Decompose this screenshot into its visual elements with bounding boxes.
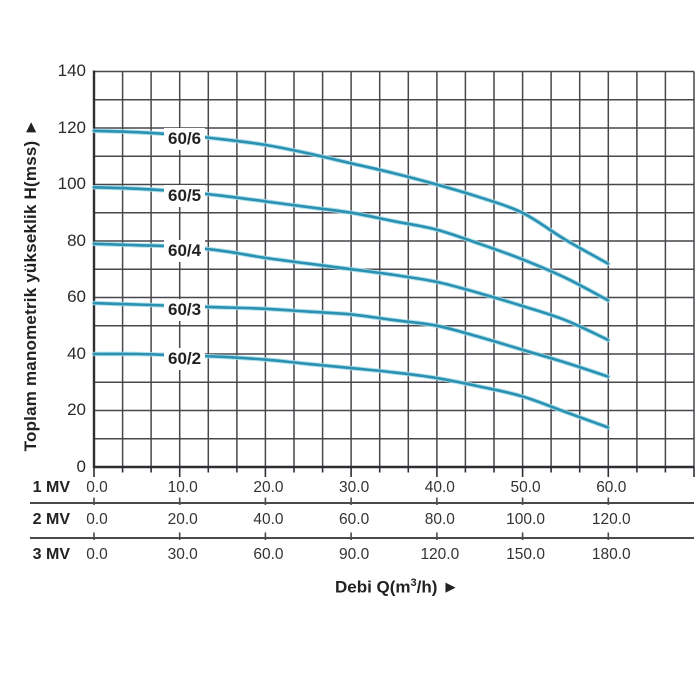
x-tick-label-2mv: 120.0 bbox=[591, 511, 631, 528]
x-tick-label-2mv: 0.0 bbox=[86, 511, 108, 528]
x-tick-label-1mv: 20.0 bbox=[253, 479, 284, 496]
x-axis-title-superscript: 3 bbox=[410, 577, 417, 589]
curve-label: 60/4 bbox=[164, 239, 206, 262]
x-tick-label-2mv: 100.0 bbox=[506, 511, 545, 528]
x-tick-label-2mv: 60.0 bbox=[339, 511, 370, 528]
x-tick-label-1mv: 30.0 bbox=[339, 479, 370, 496]
y-tick-label: 0 bbox=[76, 457, 86, 476]
x-tick-label-3mv: 180.0 bbox=[591, 546, 631, 563]
y-tick-label: 40 bbox=[67, 343, 86, 363]
y-tick-label: 100 bbox=[57, 174, 86, 194]
x-tick-label-3mv: 120.0 bbox=[420, 546, 460, 563]
x-tick-label-3mv: 150.0 bbox=[506, 546, 545, 563]
x-tick-label-3mv: 30.0 bbox=[167, 546, 198, 563]
curve-label: 60/5 bbox=[164, 184, 206, 207]
x-tick-label-3mv: 60.0 bbox=[253, 546, 284, 563]
y-tick-label: 140 bbox=[57, 61, 86, 81]
x-axis-title-text: Debi Q(m bbox=[334, 577, 411, 597]
curve-label: 60/6 bbox=[164, 128, 206, 151]
x-axis-title: Debi Q(m3/h) ► bbox=[297, 577, 497, 598]
x-tick-label-3mv: 90.0 bbox=[339, 546, 370, 563]
x-axis-title-unit: /h) ► bbox=[416, 577, 459, 597]
y-tick-label: 80 bbox=[67, 230, 86, 250]
x-tick-label-2mv: 40.0 bbox=[253, 511, 284, 528]
y-tick-label: 20 bbox=[67, 400, 86, 420]
x-tick-label-1mv: 60.0 bbox=[596, 479, 627, 496]
y-tick-label: 120 bbox=[57, 117, 86, 137]
x-scale-header-2mv: 2 MV bbox=[32, 511, 70, 528]
x-tick-label-1mv: 50.0 bbox=[510, 479, 541, 496]
x-tick-label-1mv: 0.0 bbox=[86, 479, 108, 496]
x-scale-header-3mv: 3 MV bbox=[32, 546, 70, 563]
x-tick-label-2mv: 20.0 bbox=[167, 511, 198, 528]
y-tick-label: 60 bbox=[67, 287, 86, 307]
curve-label: 60/3 bbox=[164, 298, 206, 321]
curve-label: 60/2 bbox=[164, 348, 206, 371]
x-tick-label-2mv: 80.0 bbox=[424, 511, 455, 528]
x-tick-label-1mv: 40.0 bbox=[424, 479, 455, 496]
x-tick-label-3mv: 0.0 bbox=[86, 546, 108, 563]
x-scale-header-1mv: 1 MV bbox=[32, 479, 70, 496]
x-tick-label-1mv: 10.0 bbox=[167, 479, 198, 496]
